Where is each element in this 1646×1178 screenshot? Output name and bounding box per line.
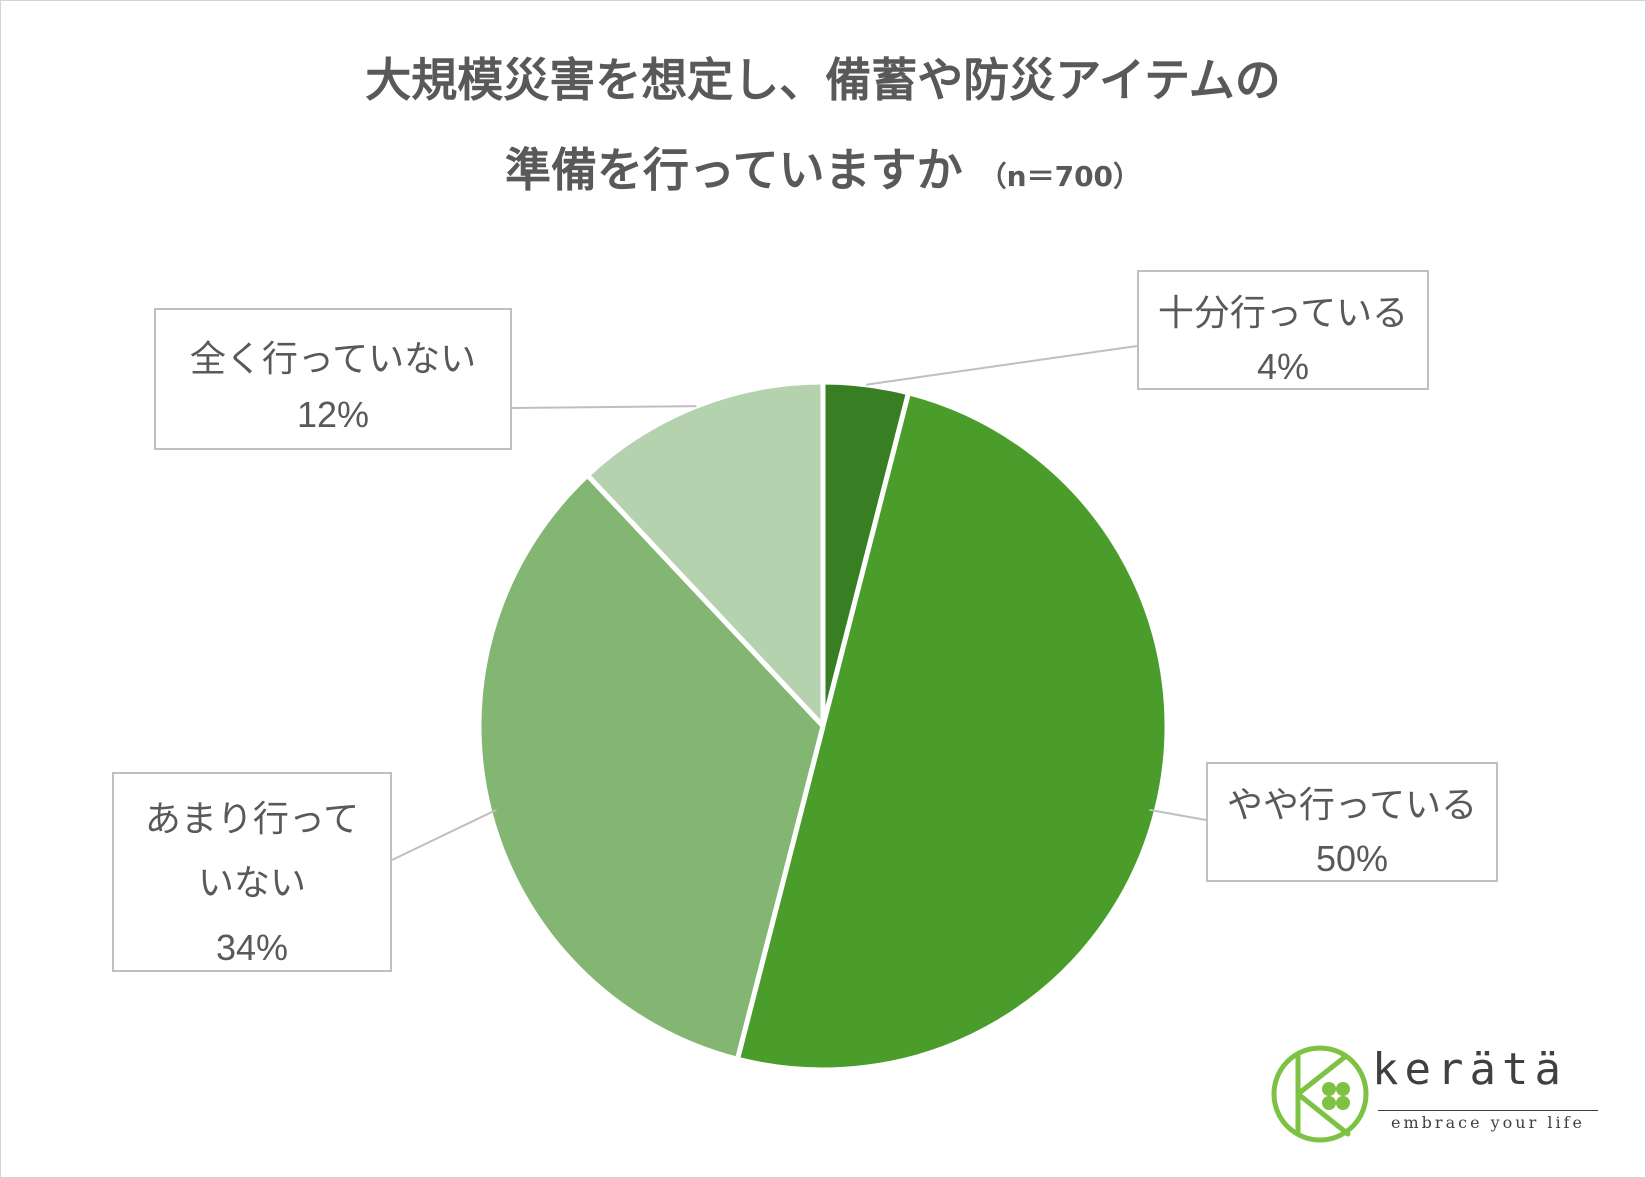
slice-label-sufficient: 十分行っている: [1157, 293, 1409, 334]
chart-title-line-2: 準備を行っていますか （n＝700）: [0, 140, 1646, 207]
callout-not-at-all: 全く行っていない 12%: [154, 308, 512, 450]
callout-somewhat: やや行っている 50%: [1206, 762, 1498, 882]
slice-value-not-much: 34%: [215, 927, 289, 968]
pie-slice-not-at-all: [585, 379, 826, 729]
slice-value-not-at-all: 12%: [296, 394, 370, 435]
chart-title-sample-size: （n＝700）: [978, 160, 1142, 193]
slice-label-somewhat: やや行っている: [1226, 785, 1478, 826]
slice-value-sufficient: 4%: [1256, 346, 1310, 387]
callout-leader-lines: [391, 345, 1207, 861]
logo-tagline: embrace your life: [1378, 1110, 1598, 1132]
kerata-logo: kerätä embrace your life: [1268, 1040, 1608, 1150]
callout-not-much: あまり行っていない 34%: [112, 772, 392, 972]
leader-line-sufficient: [865, 345, 1138, 386]
logo-wordmark: kerätä: [1372, 1044, 1567, 1095]
clover-k-logo-icon: [1271, 1045, 1369, 1143]
callout-sufficient: 十分行っている 4%: [1137, 270, 1429, 390]
leader-line-not-much: [391, 808, 497, 861]
chart-title-question: 準備を行っていますか: [504, 143, 963, 197]
slice-label-not-much: あまり行っていない: [144, 799, 360, 904]
chart-title-line-1: 大規模災害を想定し、備蓄や防災アイテムの: [365, 53, 1281, 107]
slice-value-somewhat: 50%: [1315, 838, 1389, 879]
leader-line-not-at-all: [511, 405, 697, 409]
pie-slices: [476, 379, 1169, 1073]
leader-line-somewhat: [1149, 808, 1207, 821]
pie-slice-not-much: [476, 472, 826, 1062]
slice-label-not-at-all: 全く行っていない: [189, 339, 477, 380]
